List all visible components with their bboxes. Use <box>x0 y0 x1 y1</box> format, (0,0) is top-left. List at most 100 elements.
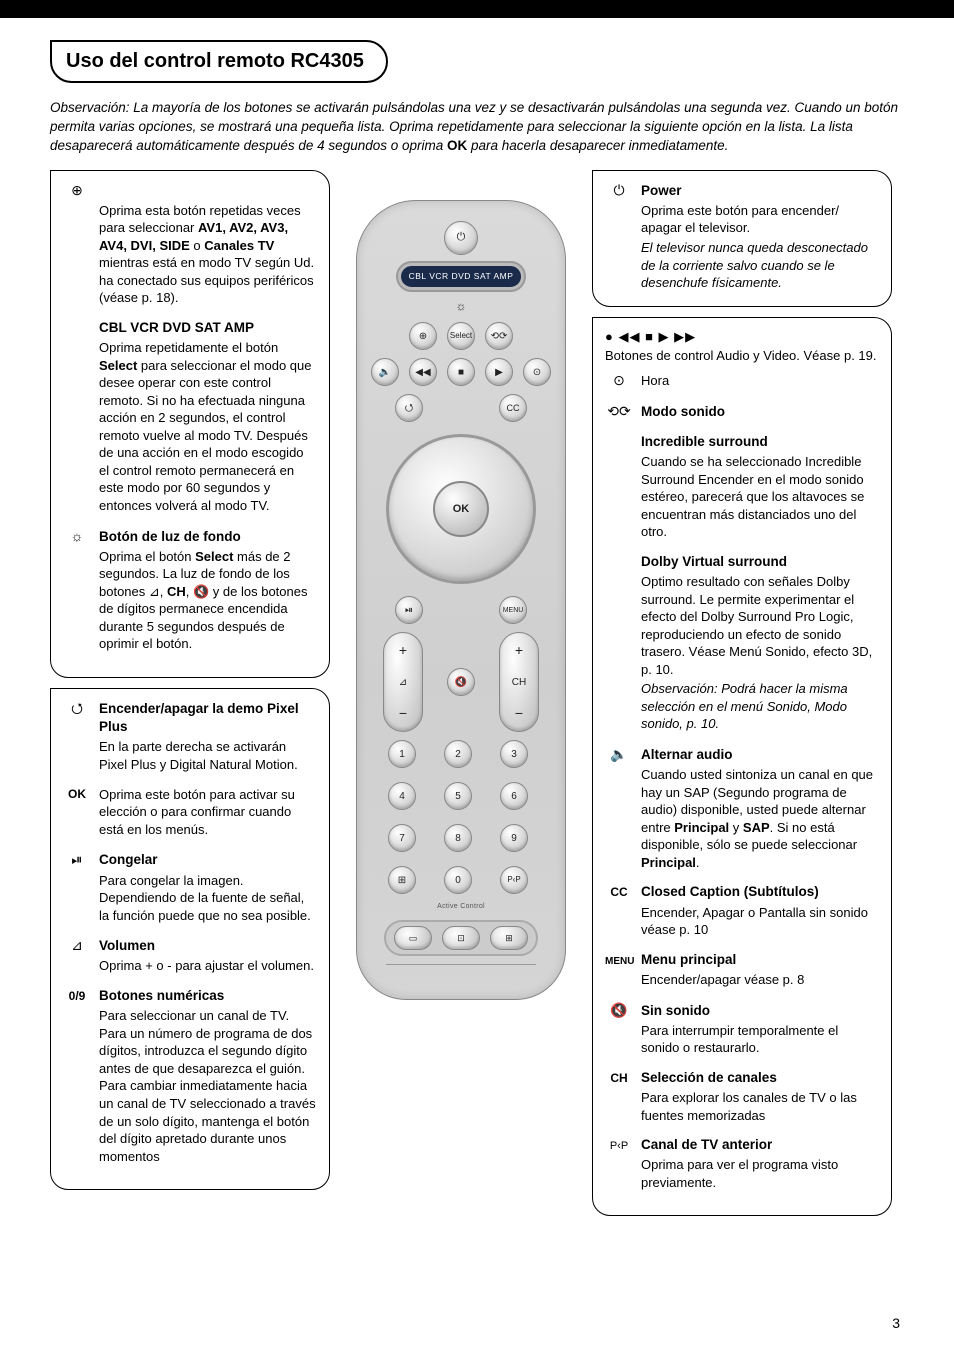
av-controls-body: Botones de control Audio y Video. Véase … <box>605 347 879 365</box>
select-button[interactable]: Select <box>447 322 475 350</box>
cc-title: Closed Caption (Subtítulos) <box>641 883 819 901</box>
av-input-body: Oprima esta botón repetidas veces para s… <box>63 202 317 307</box>
digits-body: Para seleccionar un canal de TV. Para un… <box>63 1007 317 1165</box>
rewind-button[interactable]: ◀◀ <box>409 358 437 386</box>
sound-mode-button[interactable]: ⟲⟳ <box>485 322 513 350</box>
ac-button-2[interactable]: ⊡ <box>442 926 480 950</box>
demo-icon: ⭯ <box>63 699 91 718</box>
right-block-power: ⏻ Power Oprima este botón para encender/… <box>592 170 892 307</box>
brightness-icon: ☼ <box>63 527 91 546</box>
middle-column: ⏻ CBL VCR DVD SAT AMP ☼ ⊕ Select ⟲⟳ 🔈 ◀◀… <box>346 170 576 1000</box>
section-sound-mode: ⟲⟳ Modo sonido <box>605 402 879 421</box>
av-button[interactable]: ⊕ <box>409 322 437 350</box>
ok-button[interactable]: OK <box>433 481 489 537</box>
power-button[interactable]: ⏻ <box>444 221 478 255</box>
ok-icon: OK <box>63 786 91 802</box>
menu-icon: MENU <box>605 955 633 969</box>
section-mute: 🔇 Sin sonido Para interrumpir temporalme… <box>605 1001 879 1057</box>
section-prev-channel: P‹P Canal de TV anterior Oprima para ver… <box>605 1136 879 1191</box>
page-title-pill: Uso del control remoto RC4305 <box>50 40 388 83</box>
section-ok: OK Oprima este botón para activar su ele… <box>63 786 317 839</box>
digits-icon: 0/9 <box>63 988 91 1004</box>
digit-3[interactable]: 3 <box>500 740 528 768</box>
menu-title: Menu principal <box>641 951 736 969</box>
remote-control: ⏻ CBL VCR DVD SAT AMP ☼ ⊕ Select ⟲⟳ 🔈 ◀◀… <box>356 200 566 1000</box>
section-av-controls: ● ◀◀ ■ ▶ ▶▶ Botones de control Audio y V… <box>605 328 879 390</box>
digit-0[interactable]: 0 <box>444 866 472 894</box>
power-title: Power <box>641 182 682 200</box>
section-menu: MENU Menu principal Encender/apagar véas… <box>605 951 879 989</box>
mute-button[interactable]: 🔇 <box>447 668 475 696</box>
prev-channel-body: Oprima para ver el programa visto previa… <box>605 1156 879 1191</box>
digit-8[interactable]: 8 <box>444 824 472 852</box>
incredible-title: Incredible surround <box>641 433 768 451</box>
mute-title: Sin sonido <box>641 1002 710 1020</box>
section-incredible: Incredible surround Cuando se ha selecci… <box>605 433 879 541</box>
left-column: ⊕ Oprima esta botón repetidas veces para… <box>50 170 330 1200</box>
digit-5[interactable]: 5 <box>444 782 472 810</box>
digit-7[interactable]: 7 <box>388 824 416 852</box>
sound-mode-icon: ⟲⟳ <box>605 402 633 421</box>
power-icon: ⏻ <box>605 181 633 200</box>
ac-button-1[interactable]: ▭ <box>394 926 432 950</box>
digits-title: Botones numéricas <box>99 987 224 1005</box>
mute-icon: 🔇 <box>605 1001 633 1020</box>
active-control-label: Active Control <box>437 902 485 911</box>
left-block-2: ⭯ Encender/apagar la demo Pixel Plus En … <box>50 688 330 1190</box>
prev-channel-icon: P‹P <box>605 1139 633 1154</box>
freeze-body: Para congelar la imagen. Dependiendo de … <box>63 872 317 925</box>
power-body: Oprima este botón para encender/ apagar … <box>641 202 879 237</box>
section-demo-pixelplus: ⭯ Encender/apagar la demo Pixel Plus En … <box>63 699 317 774</box>
row-brightness: ☼ <box>367 298 555 314</box>
clock-label: Hora <box>641 372 669 390</box>
right-block-main: ● ◀◀ ■ ▶ ▶▶ Botones de control Audio y V… <box>592 317 892 1217</box>
backlight-title: Botón de luz de fondo <box>99 528 241 546</box>
prev-channel-title: Canal de TV anterior <box>641 1136 772 1154</box>
digit-6[interactable]: 6 <box>500 782 528 810</box>
transport-icons: ● ◀◀ ■ ▶ ▶▶ <box>605 328 696 346</box>
vol-minus: − <box>399 704 407 723</box>
alt-audio-title: Alternar audio <box>641 746 733 764</box>
ch-title: Selección de canales <box>641 1069 777 1087</box>
digit-4[interactable]: 4 <box>388 782 416 810</box>
ch-icon: CH <box>605 1070 633 1086</box>
alt-audio-body: Cuando usted sintoniza un canal en que h… <box>605 766 879 871</box>
left-block-1: ⊕ Oprima esta botón repetidas veces para… <box>50 170 330 678</box>
clock-button[interactable]: ⊙ <box>523 358 551 386</box>
vol-label: ⊿ <box>399 676 407 690</box>
section-cc: CC Closed Caption (Subtítulos) Encender,… <box>605 883 879 938</box>
sound-mode-title: Modo sonido <box>641 403 725 421</box>
menu-button[interactable]: MENU <box>499 596 527 624</box>
play-button[interactable]: ▶ <box>485 358 513 386</box>
section-alt-audio: 🔈 Alternar audio Cuando usted sintoniza … <box>605 745 879 872</box>
freeze-button[interactable]: ⏯ <box>395 596 423 624</box>
ac-button-3[interactable]: ⊞ <box>490 926 528 950</box>
mode-select-pill[interactable]: CBL VCR DVD SAT AMP <box>398 263 525 290</box>
prev-channel-button[interactable]: P‹P <box>500 866 528 894</box>
digit-2[interactable]: 2 <box>444 740 472 768</box>
remote-bottom-line <box>386 964 536 965</box>
volume-title: Volumen <box>99 937 155 955</box>
demo-title: Encender/apagar la demo Pixel Plus <box>99 700 317 736</box>
brightness-icon-remote: ☼ <box>456 298 467 314</box>
dolby-body: Optimo resultado con señales Dolby surro… <box>641 573 879 678</box>
digit-9[interactable]: 9 <box>500 824 528 852</box>
page-number: 3 <box>892 1314 900 1333</box>
dolby-title: Dolby Virtual surround <box>641 553 787 571</box>
vol-plus: + <box>399 641 407 660</box>
section-backlight: ☼ Botón de luz de fondo Oprima el botón … <box>63 527 317 654</box>
channel-rocker[interactable]: + CH − <box>499 632 539 732</box>
incredible-body: Cuando se ha seleccionado Incredible Sur… <box>605 453 879 541</box>
demo-button[interactable]: ⭯ <box>395 394 423 422</box>
menu-body: Encender/apagar véase p. 8 <box>605 971 879 989</box>
number-pad: 1 2 3 4 5 6 7 8 9 ⊞ 0 P‹P <box>388 740 534 894</box>
volume-rocker[interactable]: + ⊿ − <box>383 632 423 732</box>
digit-1[interactable]: 1 <box>388 740 416 768</box>
cc-button[interactable]: CC <box>499 394 527 422</box>
stop-button[interactable]: ■ <box>447 358 475 386</box>
info-button[interactable]: ⊞ <box>388 866 416 894</box>
ch-body: Para explorar los canales de TV o las fu… <box>605 1089 879 1124</box>
alt-audio-button[interactable]: 🔈 <box>371 358 399 386</box>
mute-body: Para interrumpir temporalmente el sonido… <box>605 1022 879 1057</box>
nav-ring[interactable]: OK <box>386 434 536 584</box>
